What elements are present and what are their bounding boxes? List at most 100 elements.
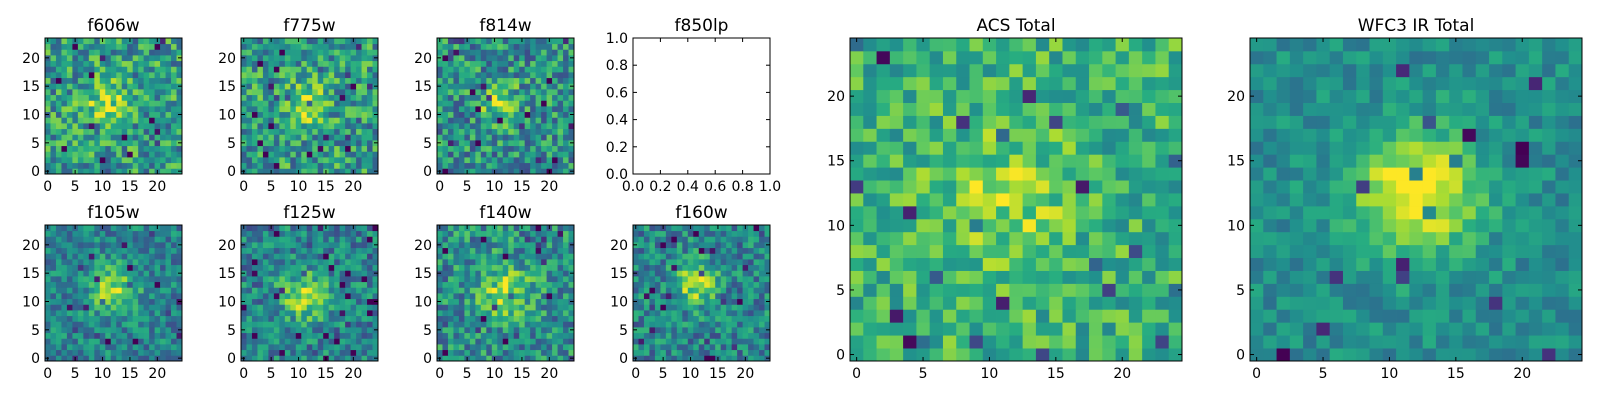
pixel	[535, 111, 542, 118]
pixel	[969, 218, 984, 233]
pixel	[154, 281, 161, 288]
pixel	[649, 338, 656, 345]
pixel	[863, 141, 877, 155]
pixel	[323, 242, 330, 249]
pixel	[99, 276, 106, 283]
pixel	[284, 83, 291, 90]
pixel	[127, 162, 134, 169]
pixel	[557, 327, 564, 334]
pixel	[464, 43, 471, 50]
pixel	[942, 322, 957, 336]
pixel	[535, 89, 542, 96]
pixel	[437, 128, 443, 135]
pixel	[687, 315, 694, 322]
pixel	[698, 338, 705, 345]
pixel	[356, 327, 362, 334]
pixel	[453, 293, 460, 300]
pixel	[143, 66, 150, 73]
pixel	[171, 134, 177, 141]
pixel	[121, 89, 128, 96]
pixel	[132, 327, 139, 334]
pixel	[171, 236, 177, 243]
pixel	[94, 236, 101, 243]
pixel	[480, 332, 487, 339]
pixel	[77, 315, 84, 322]
pixel	[486, 60, 493, 67]
pixel	[143, 349, 150, 356]
pixel	[491, 43, 498, 50]
pixel	[633, 332, 639, 339]
pixel	[372, 77, 379, 84]
pixel	[876, 115, 891, 129]
pixel	[687, 276, 694, 283]
pixel	[1102, 322, 1116, 336]
pixel	[171, 225, 177, 232]
pixel	[497, 60, 504, 67]
pixel	[367, 66, 373, 73]
pixel	[171, 332, 177, 339]
pixel	[982, 218, 997, 233]
pixel	[1115, 309, 1130, 323]
pixel	[709, 315, 716, 322]
pixel	[295, 349, 302, 356]
pixel	[458, 276, 465, 283]
pixel	[643, 287, 650, 294]
pixel	[328, 60, 335, 67]
pixel	[863, 180, 877, 194]
pixel	[77, 106, 84, 113]
pixel	[982, 335, 997, 349]
pixel	[535, 157, 542, 164]
pixel	[726, 315, 733, 322]
pixel	[246, 94, 253, 101]
pixel	[863, 309, 877, 323]
pixel	[720, 242, 727, 249]
pixel	[442, 293, 449, 300]
pixel	[257, 327, 264, 334]
pixel	[290, 225, 297, 232]
pixel	[55, 72, 62, 79]
pixel	[568, 89, 575, 96]
pixel	[83, 106, 90, 113]
pixel	[268, 264, 275, 271]
pixel	[372, 89, 379, 96]
pixel	[55, 304, 62, 311]
pixel	[160, 304, 166, 311]
pixel	[458, 77, 465, 84]
pixel	[519, 270, 526, 277]
pixel	[524, 162, 531, 169]
pixel	[105, 77, 112, 84]
pixel	[535, 38, 542, 45]
pixel	[568, 230, 575, 237]
pixel	[367, 89, 373, 96]
pixel	[88, 321, 95, 328]
pixel	[956, 128, 970, 142]
pixel	[165, 287, 172, 294]
pixel	[552, 66, 558, 73]
pixel	[513, 128, 520, 135]
pixel	[132, 230, 139, 237]
pixel	[160, 134, 166, 141]
pixel	[638, 281, 645, 288]
y-tick-label: 20	[22, 238, 40, 254]
axes-frame	[632, 224, 771, 362]
pixel	[262, 270, 269, 277]
pixel	[508, 236, 515, 243]
pixel	[458, 247, 465, 254]
pixel	[1115, 218, 1130, 233]
pixel	[458, 298, 465, 305]
pixel	[876, 244, 891, 259]
pixel	[160, 100, 166, 107]
pixel	[290, 49, 297, 56]
pixel	[176, 344, 183, 351]
pixel	[94, 83, 101, 90]
pixel	[453, 327, 460, 334]
pixel	[726, 225, 733, 232]
pixel	[66, 327, 73, 334]
pixel	[742, 321, 749, 328]
pixel	[301, 321, 308, 328]
pixel	[748, 287, 754, 294]
pixel	[748, 355, 754, 362]
pixel	[171, 140, 177, 147]
pixel	[306, 310, 313, 317]
pixel	[257, 89, 264, 96]
